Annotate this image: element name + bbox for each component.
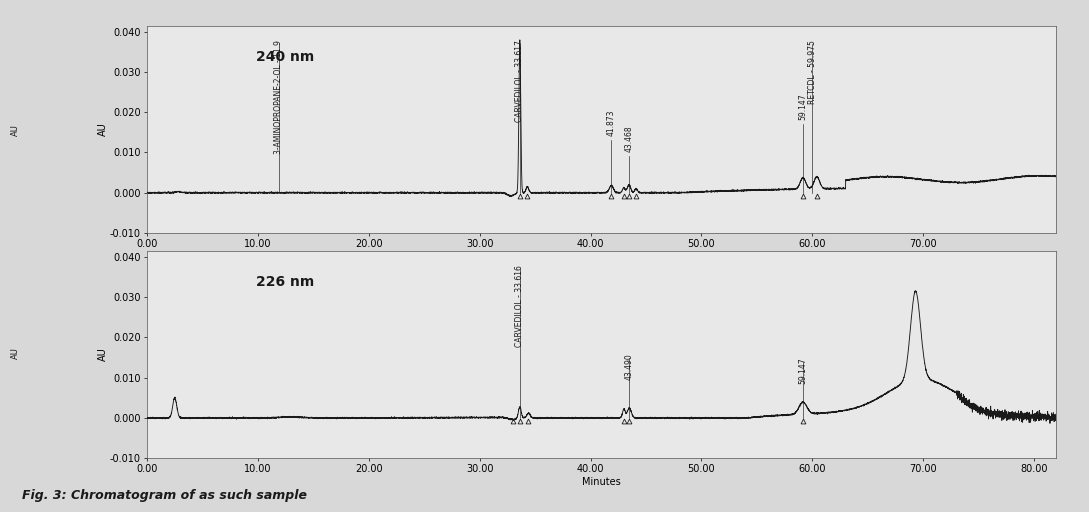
Text: 43.468: 43.468 <box>624 126 634 153</box>
X-axis label: Minutes: Minutes <box>583 477 621 487</box>
Text: 43.490: 43.490 <box>625 354 634 380</box>
Text: 41.873: 41.873 <box>607 110 616 136</box>
Text: 59.147: 59.147 <box>798 357 807 384</box>
Y-axis label: AU: AU <box>98 122 109 136</box>
X-axis label: Minutes: Minutes <box>583 252 621 262</box>
Text: RETCDL - 59.975: RETCDL - 59.975 <box>808 40 817 103</box>
Text: 226 nm: 226 nm <box>256 275 315 289</box>
Text: CARVEDILOL - 33.617: CARVEDILOL - 33.617 <box>515 40 524 121</box>
Y-axis label: AU: AU <box>98 348 109 361</box>
Text: 59.147: 59.147 <box>798 94 807 120</box>
Text: 240 nm: 240 nm <box>256 50 315 64</box>
Text: 3-AMINOPROPANE-2-OL - 11.9: 3-AMINOPROPANE-2-OL - 11.9 <box>274 40 283 154</box>
Text: Fig. 3: Chromatogram of as such sample: Fig. 3: Chromatogram of as such sample <box>22 489 307 502</box>
Text: CARVEDILOL - 33.616: CARVEDILOL - 33.616 <box>515 265 524 347</box>
Text: AU: AU <box>11 124 20 137</box>
Text: AU: AU <box>11 347 20 359</box>
